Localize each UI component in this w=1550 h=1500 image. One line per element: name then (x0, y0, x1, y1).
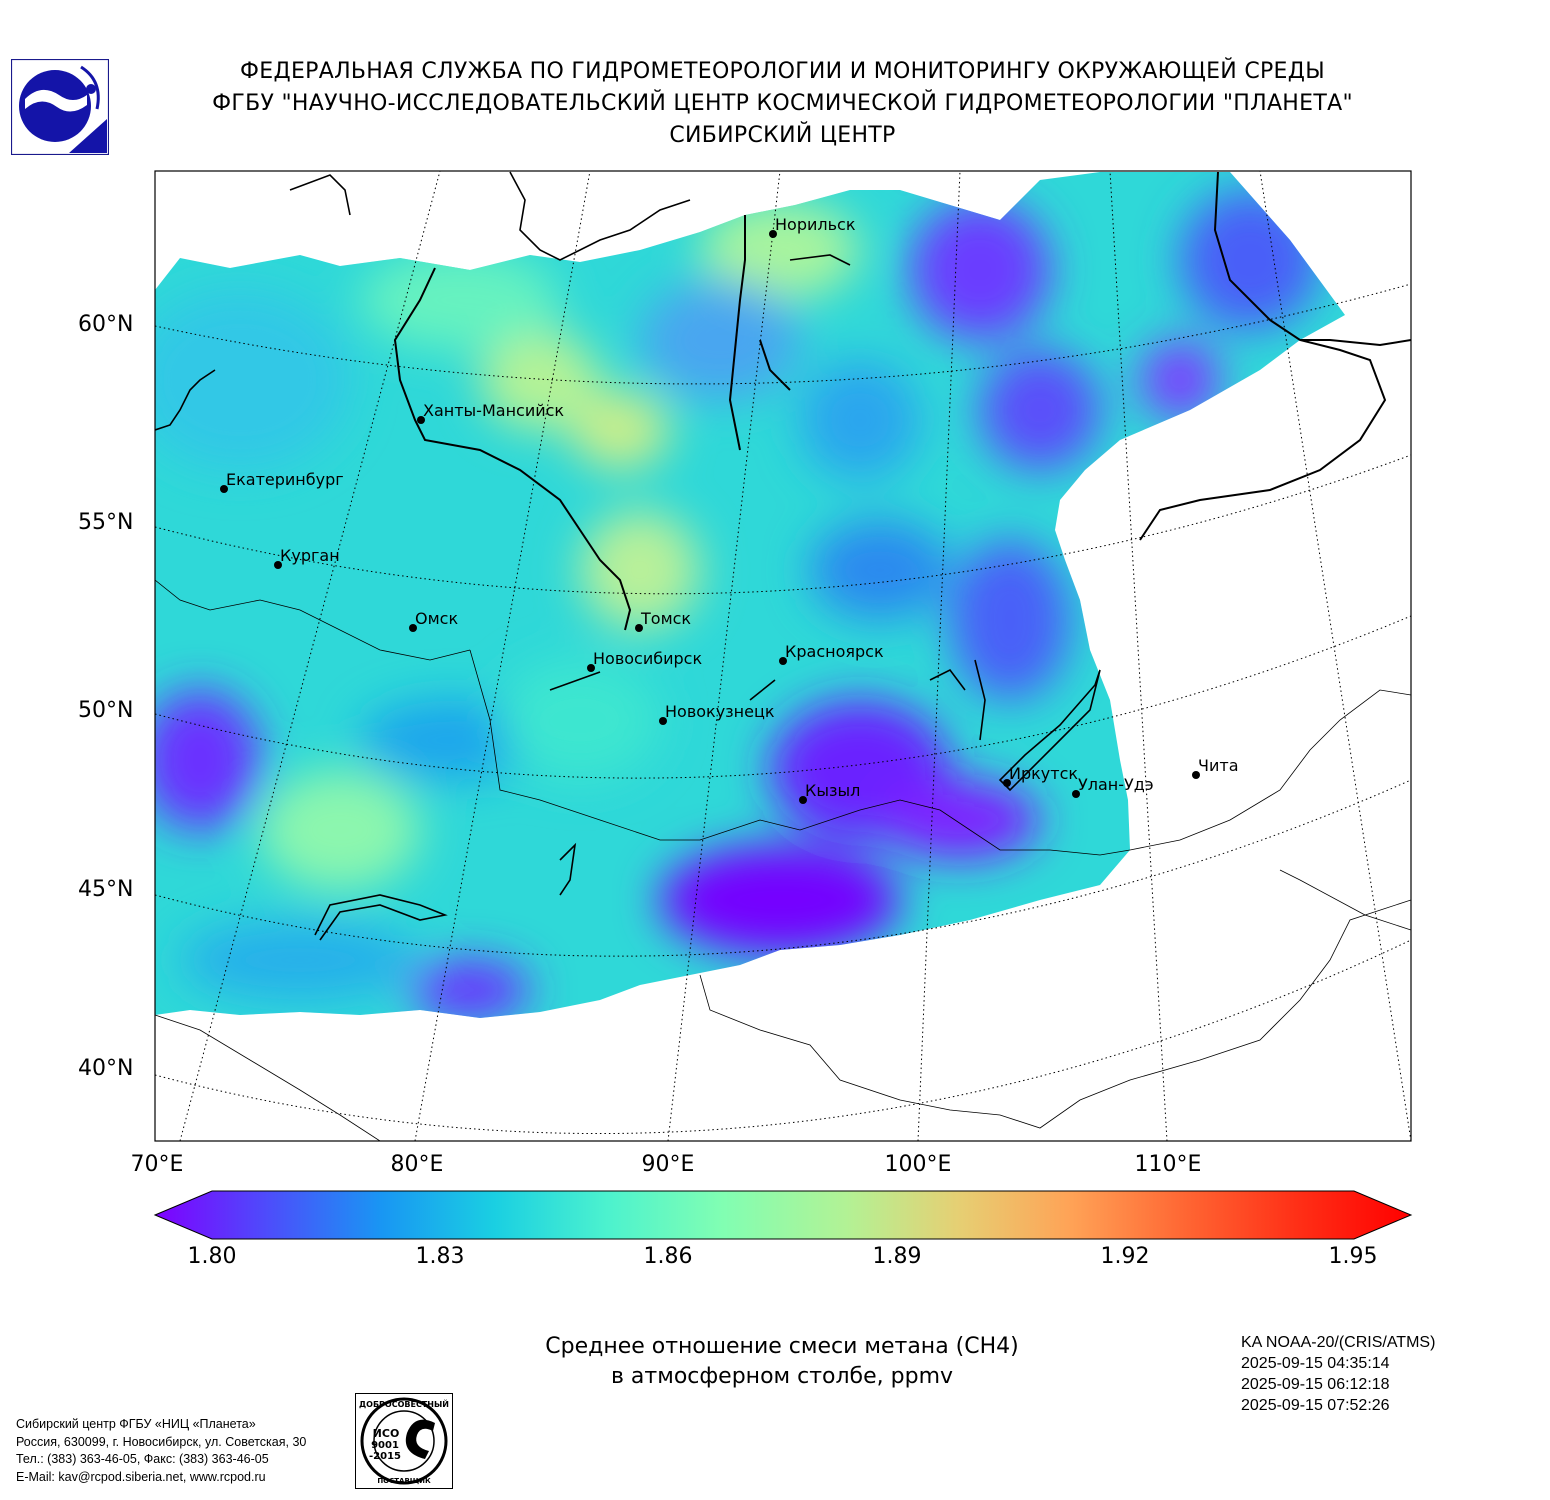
city-label: Иркутск (1009, 764, 1078, 783)
city-label: Красноярск (785, 642, 884, 661)
city-marker (274, 561, 282, 569)
colorbar-tick: 1.83 (415, 1244, 465, 1269)
colorbar-tick: 1.89 (872, 1244, 922, 1269)
city-marker (635, 624, 643, 632)
header-line-3: СИБИРСКИЙ ЦЕНТР (669, 123, 896, 148)
iso-text: ИСО (373, 1427, 400, 1440)
lat-label-40: 40°N (78, 1056, 134, 1081)
city-marker (799, 796, 807, 804)
city-label: Новосибирск (593, 649, 702, 668)
colorbar-tick: 1.95 (1328, 1244, 1378, 1269)
colorbar (153, 1190, 1413, 1240)
caption-line-2: в атмосферном столбе, ppmv (610, 1364, 954, 1389)
city-marker (220, 485, 228, 493)
city-label: Улан-Удэ (1078, 775, 1154, 794)
iso-bottom-text: ПОСТАВЩИК (377, 1477, 431, 1485)
city-marker (587, 664, 595, 672)
city-marker (1003, 779, 1011, 787)
lon-label-110: 110°E (1134, 1152, 1202, 1177)
lon-label-90: 90°E (641, 1152, 695, 1177)
ch4-field (155, 172, 1345, 1018)
roshydromet-logo (11, 59, 109, 155)
header-line-2: ФГБУ "НАУЧНО-ИССЛЕДОВАТЕЛЬСКИЙ ЦЕНТР КОС… (212, 91, 1353, 116)
city-marker (417, 416, 425, 424)
city-marker (1072, 790, 1080, 798)
city-marker (409, 624, 417, 632)
iso-badge: ДОБРОСОВЕСТНЫЙ ИСО 9001 -2015 ПОСТАВЩИК (355, 1393, 453, 1489)
city-marker (769, 230, 777, 238)
iso-year: -2015 (369, 1451, 401, 1462)
colorbar-tick: 1.80 (187, 1244, 237, 1269)
lat-label-60: 60°N (78, 312, 134, 337)
city-label: Чита (1198, 756, 1239, 775)
city-label: Кызыл (805, 781, 860, 800)
city-label: Курган (280, 546, 340, 565)
colorbar-tick: 1.92 (1100, 1244, 1150, 1269)
colorbar-tick: 1.86 (643, 1244, 693, 1269)
lat-label-50: 50°N (78, 698, 134, 723)
city-marker (779, 657, 787, 665)
org-line: Сибирский центр ФГБУ «НИЦ «Планета» (16, 1417, 256, 1431)
city-label: Екатеринбург (226, 470, 344, 489)
header: ФЕДЕРАЛЬНАЯ СЛУЖБА ПО ГИДРОМЕТЕОРОЛОГИИ … (140, 56, 1425, 152)
satellite-name: KA NOAA-20/(CRIS/ATMS) (1241, 1334, 1436, 1351)
lon-label-80: 80°E (390, 1152, 444, 1177)
pass-time: 2025-09-15 04:35:14 (1241, 1355, 1390, 1372)
methane-map: Норильск Ханты-Мансийск Екатеринбург Курган… (153, 170, 1413, 1240)
cities-layer: Норильск Ханты-Мансийск Екатеринбург Курган… (220, 215, 1239, 804)
organization-info: Сибирский центр ФГБУ «НИЦ «Планета» Росс… (16, 1416, 306, 1486)
city-marker (1192, 771, 1200, 779)
org-line: E-Mail: kav@rcpod.siberia.net, www.rcpod… (16, 1469, 266, 1484)
city-label: Томск (640, 609, 691, 628)
geographic-lines (155, 171, 1411, 1141)
city-label: Омск (415, 609, 458, 628)
city-label: Норильск (775, 215, 856, 234)
pass-time: 2025-09-15 06:12:18 (1241, 1376, 1390, 1393)
pass-time: 2025-09-15 07:52:26 (1241, 1397, 1390, 1414)
lat-label-45: 45°N (78, 877, 134, 902)
lon-label-100: 100°E (884, 1152, 952, 1177)
header-line-1: ФЕДЕРАЛЬНАЯ СЛУЖБА ПО ГИДРОМЕТЕОРОЛОГИИ … (240, 59, 1325, 84)
city-label: Новокузнецк (665, 702, 775, 721)
satellite-info: KA NOAA-20/(CRIS/ATMS) 2025-09-15 04:35:… (1241, 1332, 1435, 1416)
org-line: Тел.: (383) 363-46-05, Факс: (383) 363-4… (16, 1452, 269, 1466)
iso-number: 9001 (371, 1440, 399, 1451)
city-label: Ханты-Мансийск (423, 401, 564, 420)
map-frame (154, 170, 1412, 1142)
caption-line-1: Среднее отношение смеси метана (CH4) (545, 1334, 1019, 1359)
iso-top-text: ДОБРОСОВЕСТНЫЙ (359, 1398, 449, 1409)
lat-label-55: 55°N (78, 510, 134, 535)
map-caption: Среднее отношение смеси метана (CH4) в а… (420, 1332, 1144, 1392)
city-marker (659, 717, 667, 725)
org-line: Россия, 630099, г. Новосибирск, ул. Сове… (16, 1434, 307, 1449)
lon-label-70: 70°E (130, 1152, 184, 1177)
